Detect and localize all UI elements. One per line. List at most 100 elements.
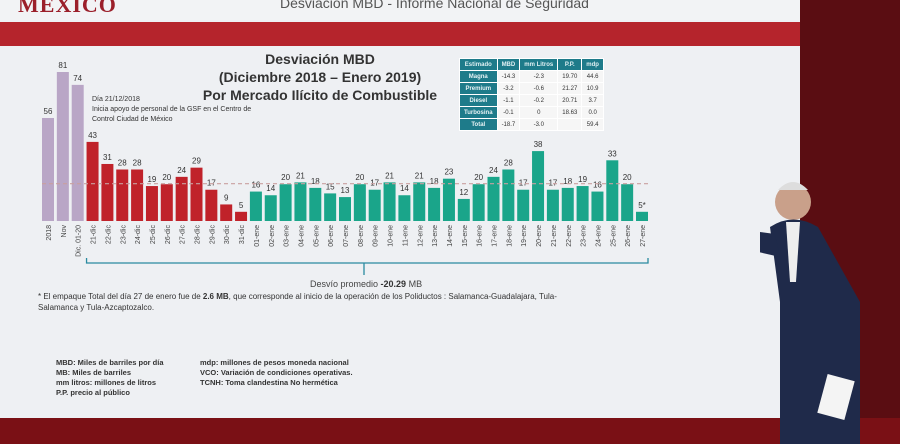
tick-label: 08-ene — [358, 225, 365, 247]
bar — [487, 176, 500, 221]
data-label: 24 — [177, 166, 186, 175]
data-label: 5* — [638, 201, 646, 210]
tick-label: 24-dic — [135, 225, 142, 245]
data-label: 21 — [415, 171, 424, 180]
bar — [413, 182, 426, 221]
data-label: 28 — [118, 158, 127, 167]
subtitle: (Diciembre 2018 – Enero 2019) — [218, 69, 422, 85]
presenter — [760, 182, 860, 444]
tick-label: 05-ene — [313, 225, 320, 247]
data-label: 20 — [355, 173, 364, 182]
table-cell: -18.7 — [496, 118, 521, 131]
bar — [71, 84, 84, 221]
tick-label: 07-ene — [343, 225, 350, 247]
gloss-item: MBD: Miles de barriles por día — [56, 358, 164, 367]
bar — [457, 198, 470, 221]
bar — [532, 151, 545, 221]
tick-label: 27-ene — [640, 225, 647, 247]
tick-label: 22-dic — [105, 225, 112, 245]
table-header: mm Litros — [519, 58, 559, 71]
data-label: 74 — [73, 74, 82, 83]
tick-label: 19-ene — [521, 225, 528, 247]
footnote: * El empaque Total del día 27 de enero f… — [38, 291, 558, 313]
data-label: 21 — [296, 171, 305, 180]
table-cell: -0.6 — [519, 82, 559, 95]
gloss-item: mdp: millones de pesos moneda nacional — [200, 358, 349, 367]
data-label: 24 — [489, 166, 498, 175]
avg-unit: MB — [406, 279, 423, 289]
bar — [517, 189, 530, 221]
footnote-text-2: , que corresponde al inicio de la operac… — [38, 292, 557, 312]
tick-label: 25-dic — [150, 225, 157, 245]
row-label: Diesel — [459, 94, 498, 107]
data-label: 28 — [504, 158, 513, 167]
tick-label: 16-ene — [477, 225, 484, 247]
bar — [353, 184, 366, 221]
glossary-right: mdp: millones de pesos moneda nacional V… — [200, 358, 353, 388]
gloss-item: mm litros: millones de litros — [56, 378, 157, 387]
chart-title: Desviación MBD (Diciembre 2018 – Enero 2… — [170, 50, 470, 104]
logo: MÉXICO — [18, 0, 117, 17]
table-row: Total -18.7 -3.0 59.4 — [459, 118, 604, 131]
table-row: Diesel -1.1 -0.2 20.71 3.7 — [459, 94, 604, 107]
data-label: 56 — [44, 107, 53, 116]
data-label: 23 — [444, 168, 453, 177]
bar — [636, 211, 648, 221]
tick-label: Nov — [61, 225, 68, 238]
header-title: Desviación MBD - Informe Nacional de Seg… — [280, 0, 589, 11]
data-label: 21 — [385, 171, 394, 180]
data-label: 20 — [474, 173, 483, 182]
bar — [561, 187, 574, 221]
data-label: 5 — [239, 201, 244, 210]
table-cell: 21.27 — [557, 82, 583, 95]
row-label: Magna — [459, 70, 498, 83]
data-label: 16 — [593, 181, 602, 190]
data-label: 38 — [534, 140, 543, 149]
bar — [472, 184, 485, 221]
bar — [279, 184, 292, 221]
data-label: 15 — [326, 182, 335, 191]
data-label: 20 — [162, 173, 171, 182]
tick-label: 28-dic — [195, 225, 202, 245]
tick-label: 23-ene — [581, 225, 588, 247]
tick-label: 06-ene — [328, 225, 335, 247]
slide-header: MÉXICO Desviación MBD - Informe Nacional… — [0, 0, 800, 20]
table-cell: -2.3 — [519, 70, 559, 83]
tick-label: 29-dic — [209, 225, 216, 245]
tick-label: 09-ene — [373, 225, 380, 247]
bar — [160, 184, 173, 221]
table-cell: 3.7 — [581, 94, 604, 107]
tick-label: 20-ene — [536, 225, 543, 247]
table-cell: -0.1 — [496, 106, 521, 119]
glossary-left: MBD: Miles de barriles por día MB: Miles… — [56, 358, 164, 398]
tick-label: 24-ene — [595, 225, 602, 247]
tick-label: 23-dic — [120, 225, 127, 245]
data-label: 19 — [147, 175, 156, 184]
data-label: 43 — [88, 131, 97, 140]
footnote-bold: 2.6 MB — [202, 292, 229, 301]
summary-table: Estimado MBD mm Litros P.P. mdp Magna -14.3 -2… — [459, 58, 604, 131]
data-label: 31 — [103, 153, 112, 162]
data-label: 17 — [519, 179, 528, 188]
row-label: Premium — [459, 82, 498, 95]
data-label: 18 — [311, 177, 320, 186]
tick-label: 25-ene — [610, 225, 617, 247]
table-cell: -3.0 — [519, 118, 559, 131]
tick-label: 26-ene — [625, 225, 632, 247]
tick-label: Dic. 01-20 — [76, 225, 83, 257]
tick-label: 27-dic — [180, 225, 187, 245]
table-cell — [557, 118, 583, 131]
presentation-screen: MÉXICO Desviación MBD - Informe Nacional… — [0, 0, 800, 420]
tick-label: 30-dic — [224, 225, 231, 245]
subtitle-2: Por Mercado Ilícito de Combustible — [202, 87, 438, 103]
bar — [324, 193, 337, 221]
data-label: 13 — [341, 186, 350, 195]
tick-label: 22-ene — [566, 225, 573, 247]
bar — [294, 182, 307, 221]
data-label: 19 — [578, 175, 587, 184]
data-label: 20 — [623, 173, 632, 182]
table-row: Turbosina -0.1 0 18.63 0.0 — [459, 106, 604, 119]
gloss-item: MB: Miles de barriles — [56, 368, 132, 377]
data-label: 9 — [224, 193, 229, 202]
bar — [116, 169, 129, 221]
